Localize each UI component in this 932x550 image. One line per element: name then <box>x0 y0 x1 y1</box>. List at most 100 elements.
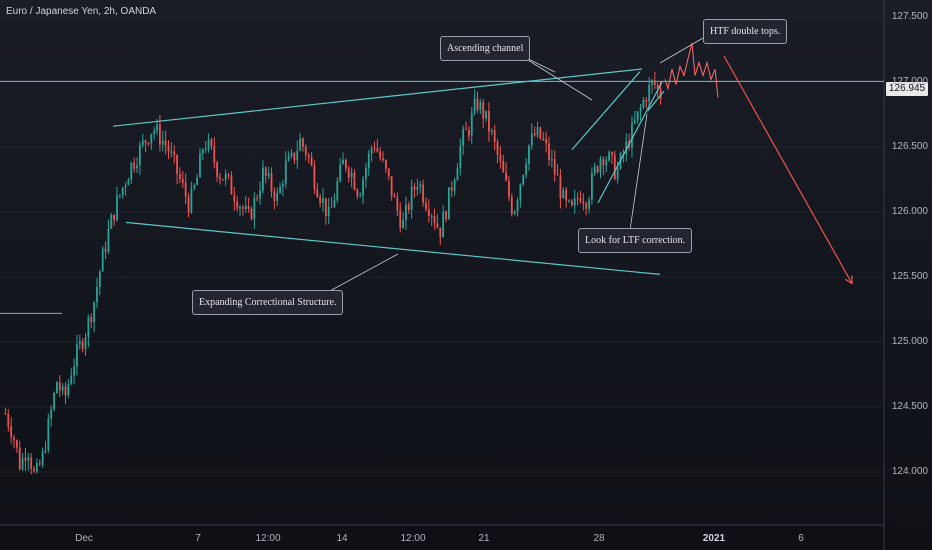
pointer-ascending-channel <box>519 54 593 101</box>
candle-body <box>505 172 507 181</box>
candle-body <box>38 463 41 465</box>
candle-body <box>241 207 244 210</box>
candle-body <box>559 175 562 199</box>
candle-body <box>230 175 233 195</box>
candle-body <box>210 139 213 147</box>
candle-body <box>382 158 384 161</box>
candle-body <box>150 133 153 144</box>
pointer-htf-double-tops <box>659 37 704 64</box>
candle-body <box>625 141 628 155</box>
candle-body <box>645 100 648 102</box>
candle-body <box>556 174 559 176</box>
note-htf-double-tops[interactable]: HTF double tops. <box>703 19 788 44</box>
candle-body <box>465 128 467 130</box>
y-tick-label: 127.500 <box>891 11 928 22</box>
current-price-tag: 126.945 <box>886 82 928 96</box>
rising-wedge-lower-line <box>597 81 663 204</box>
candle-body <box>322 198 324 203</box>
candle-body <box>516 200 519 212</box>
candle-body <box>445 211 447 220</box>
candle-body <box>365 168 367 180</box>
candle-body <box>542 138 545 140</box>
candle-body <box>21 457 24 470</box>
note-expanding-structure[interactable]: Expanding Correctional Structure. <box>192 290 344 315</box>
candle-body <box>456 168 459 181</box>
candle-body <box>333 199 336 208</box>
candle-body <box>502 160 505 173</box>
candle-body <box>159 124 161 145</box>
candle-body <box>370 147 373 154</box>
y-tick-label: 124.500 <box>891 401 928 412</box>
candle-body <box>147 142 150 144</box>
note-ascending-channel[interactable]: Ascending channel <box>440 36 531 61</box>
candle-body <box>133 162 136 169</box>
candle-body <box>416 187 419 190</box>
candle-body <box>593 166 596 174</box>
candle-body <box>18 447 21 470</box>
candle-body <box>30 457 33 469</box>
candle-body <box>453 180 456 191</box>
candle-body <box>387 168 390 177</box>
candle-body <box>50 409 53 419</box>
candle-body <box>310 157 313 166</box>
candle-body <box>605 160 608 166</box>
candle-body <box>187 196 190 213</box>
candle-body <box>476 98 479 110</box>
x-tick-label: 2021 <box>702 533 726 544</box>
candle-body <box>485 110 487 119</box>
candle-body <box>353 172 356 190</box>
candle-body <box>582 201 585 204</box>
candle-body <box>61 386 64 391</box>
candle-body <box>379 151 382 159</box>
candle-body <box>207 139 210 149</box>
candle-body <box>313 165 316 190</box>
candle-body <box>648 84 651 102</box>
candle-body <box>462 128 465 146</box>
candle-body <box>7 413 10 427</box>
candle-body <box>576 198 579 200</box>
candle-body <box>616 168 619 180</box>
candle-body <box>24 457 27 461</box>
forecast-price-path <box>664 42 719 98</box>
candle-body <box>565 189 568 201</box>
candle-body <box>293 152 296 161</box>
candle-body <box>81 341 84 349</box>
candle-body <box>233 194 236 202</box>
candle-body <box>339 164 342 182</box>
x-tick-label: 21 <box>478 533 490 544</box>
candle-body <box>104 248 107 252</box>
candle-body <box>56 382 58 394</box>
candle-body <box>405 204 407 221</box>
candle-body <box>513 211 516 214</box>
candle-body <box>124 185 127 188</box>
candle-body <box>70 375 73 384</box>
candle-body <box>161 140 164 145</box>
x-tick-label: 7 <box>195 533 201 544</box>
note-ltf-correction[interactable]: Look for LTF correction. <box>578 228 693 253</box>
candle-body <box>227 173 230 176</box>
candle-body <box>216 162 219 177</box>
candle-body <box>479 102 482 110</box>
channel-upper-line <box>112 68 643 127</box>
candle-body <box>496 141 499 155</box>
y-tick-label: 125.000 <box>891 336 928 347</box>
candle-body <box>613 155 616 180</box>
candle-body <box>13 437 15 441</box>
candle-body <box>36 463 38 472</box>
candle-body <box>224 173 227 181</box>
candle-body <box>270 173 273 192</box>
candle-body <box>144 140 147 143</box>
x-tick-label: 14 <box>336 533 348 544</box>
candle-body <box>130 162 133 180</box>
candle-body <box>193 184 196 189</box>
candle-body <box>342 159 344 165</box>
candle-body <box>98 271 101 287</box>
candle-body <box>545 138 548 144</box>
projection-arrow-line <box>723 55 853 284</box>
candle-body <box>447 187 450 220</box>
candle-body <box>96 286 98 303</box>
candle-body <box>570 200 573 206</box>
candle-body <box>356 189 359 197</box>
candle-body <box>490 130 493 132</box>
